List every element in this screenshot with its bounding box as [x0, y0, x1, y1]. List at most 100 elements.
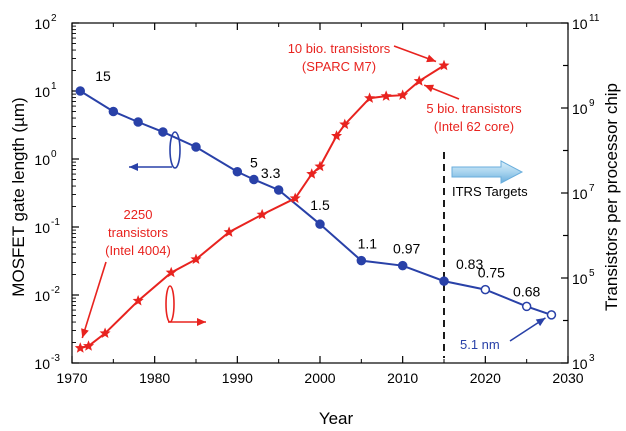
annotation-sparc-line2: (SPARC M7)	[302, 59, 376, 74]
y-right-tick-exponent: 7	[589, 183, 595, 194]
gate-point-label: 1.1	[358, 236, 378, 252]
y-left-tick-exponent: -2	[51, 285, 60, 296]
annotation-intel4004-line1: 2250	[124, 207, 153, 222]
right-axis-title: Transistors per processor chip	[602, 83, 621, 311]
gate-length-point	[480, 284, 491, 295]
x-tick-label: 1970	[56, 370, 87, 386]
transistor-point	[165, 266, 177, 278]
arrow-intel62-head	[424, 84, 435, 93]
itrs-arrow	[451, 160, 524, 184]
y-left-tick-exponent: -3	[51, 353, 60, 364]
y-right-tick-exponent: 5	[589, 268, 595, 279]
transistor-series	[74, 59, 450, 353]
tick-labels: 1970 1980 1990 2000 2010 2020 203010-310-210-1…	[34, 13, 599, 386]
y-right-tick-label: 10	[572, 356, 588, 372]
arrow-intel4004-head	[81, 328, 89, 339]
gate-point-label: 3.3	[261, 165, 281, 181]
transistor-point	[132, 295, 144, 306]
x-tick-label: 2020	[470, 370, 501, 386]
transistor-point	[256, 208, 268, 220]
y-left-tick-label: 10	[34, 84, 50, 100]
gate-point-label: 5	[250, 154, 258, 170]
transistor-point	[99, 327, 111, 338]
y-right-tick-label: 10	[572, 16, 588, 32]
x-tick-label: 2010	[387, 370, 418, 386]
arrow-sparc-head	[426, 54, 436, 63]
gate-point-label: 1.5	[310, 197, 330, 213]
y-right-tick-label: 10	[572, 101, 588, 117]
axis-ticks	[71, 22, 569, 364]
annotation-intel4004-line3: (Intel 4004)	[105, 243, 171, 258]
x-tick-label: 2000	[304, 370, 335, 386]
gate-length-point	[249, 174, 259, 185]
arrow-5nm-head	[535, 317, 546, 327]
y-right-tick-exponent: 9	[589, 98, 595, 109]
transistor-point	[74, 342, 86, 353]
transistor-point	[339, 118, 351, 130]
y-left-tick-exponent: 0	[51, 149, 57, 160]
annotation-sparc-line1: 10 bio. transistors	[288, 41, 391, 56]
gate-length-point	[439, 276, 449, 286]
gate-length-point	[356, 255, 367, 266]
transistor-point	[190, 253, 202, 265]
point-labels: 15 53.3 1.5 1.1 0.97 0.830.75 0.68	[95, 68, 540, 299]
y-left-tick-label: 10	[34, 288, 50, 304]
transistor-point	[223, 226, 235, 237]
transistor-point	[380, 90, 392, 101]
transistor-point	[306, 168, 318, 179]
arrow-gate-axis-head	[129, 163, 138, 171]
gate-axis-ellipse	[169, 131, 181, 169]
annotations	[81, 45, 546, 342]
transistor-point	[438, 59, 450, 71]
gate-length-point	[273, 185, 284, 195]
y-left-tick-label: 10	[34, 356, 50, 372]
gate-length-point	[232, 166, 243, 177]
annotation-5nm: 5.1 nm	[460, 337, 500, 352]
gate-length-point	[191, 142, 201, 152]
y-right-tick-label: 10	[572, 271, 588, 287]
gate-point-label: 15	[95, 68, 111, 84]
x-axis-title: Year	[319, 409, 354, 428]
x-tick-label: 1980	[139, 370, 170, 386]
transistor-point	[413, 75, 425, 86]
arrow-transistor-axis-head	[197, 318, 206, 326]
transistor-point	[289, 192, 301, 204]
transistor-point	[314, 160, 326, 172]
annotation-intel4004-line2: transistors	[108, 225, 168, 240]
gate-length-point	[521, 301, 532, 312]
arrow-intel4004	[81, 261, 107, 339]
gate-point-label: 0.68	[513, 283, 540, 299]
transistor-point	[397, 89, 409, 100]
gate-length-point	[315, 219, 325, 229]
transistor-point	[83, 340, 95, 351]
y-left-tick-exponent: -1	[51, 217, 60, 228]
annotation-intel62-line2: (Intel 62 core)	[434, 119, 514, 134]
gate-length-point	[75, 86, 86, 96]
left-axis-title: MOSFET gate length (µm)	[9, 97, 28, 296]
gate-point-label: 0.75	[478, 265, 505, 281]
annotation-intel62-line1: 5 bio. transistors	[426, 101, 522, 116]
y-left-tick-exponent: 1	[51, 81, 57, 92]
gate-length-point	[158, 127, 168, 137]
y-right-tick-exponent: 11	[589, 13, 600, 24]
gate-length-point	[108, 106, 119, 117]
y-right-tick-exponent: 3	[589, 353, 595, 364]
y-left-tick-label: 10	[34, 16, 50, 32]
transistor-point	[364, 92, 376, 103]
gate-length-point	[546, 310, 557, 320]
y-left-tick-label: 10	[34, 152, 50, 168]
x-tick-label: 2030	[552, 370, 583, 386]
gate-length-point	[397, 260, 408, 271]
gate-length-point	[133, 117, 143, 127]
transistor-axis-ellipse	[165, 285, 175, 323]
y-right-tick-label: 10	[572, 186, 588, 202]
gate-point-label: 0.97	[393, 241, 420, 257]
gate-length-series	[75, 86, 557, 320]
x-tick-label: 1990	[222, 370, 253, 386]
transistor-point	[331, 130, 343, 141]
gate-point-label: 0.83	[456, 256, 483, 272]
y-left-tick-exponent: 2	[51, 13, 57, 24]
annotation-itrs-targets: ITRS Targets	[452, 184, 528, 199]
y-left-tick-label: 10	[34, 220, 50, 236]
